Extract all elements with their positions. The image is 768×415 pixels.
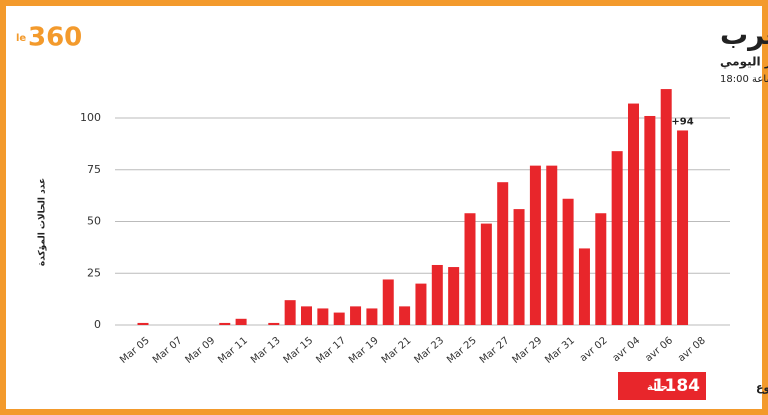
y-tick-label: 50 (87, 215, 101, 228)
bar (268, 322, 280, 325)
y-tick-label: 100 (80, 111, 101, 124)
bar (235, 318, 247, 325)
bar (562, 198, 574, 325)
bar (464, 213, 476, 325)
logo: 360 (28, 23, 82, 53)
bar (529, 165, 541, 325)
bar (317, 308, 329, 325)
bar (513, 209, 525, 325)
bar (219, 322, 231, 325)
bar (546, 165, 558, 325)
value-label: +94 (671, 116, 693, 127)
bar (399, 306, 411, 325)
y-axis-label: عدد الحالات المؤكدة (38, 178, 48, 266)
chart-title: المغرب (720, 18, 768, 51)
bar (366, 308, 378, 325)
bar (350, 306, 362, 325)
bar (137, 322, 149, 325)
bar (628, 103, 639, 325)
y-tick-label: 75 (87, 163, 101, 176)
chart-note: إلى حدود 7 أبريل - على الساعة 18:00 (720, 72, 768, 85)
bar (480, 223, 492, 325)
bar (660, 89, 672, 325)
bar (595, 213, 607, 325)
bar (448, 267, 460, 325)
bar (382, 279, 394, 325)
y-tick-label: 0 (94, 318, 101, 331)
logo-prefix: le (16, 33, 26, 44)
bar (497, 182, 509, 325)
bar (415, 283, 427, 325)
bar (677, 130, 689, 325)
bar (578, 248, 590, 325)
y-tick-label: 25 (87, 266, 101, 279)
bar (284, 300, 296, 325)
bar (611, 151, 623, 325)
total-box (618, 372, 706, 400)
total-unit: حالة (647, 382, 668, 393)
chart-subtitle: التطور اليومي (720, 55, 768, 70)
total-value: 1184 (653, 376, 700, 396)
total-label: المجموع (756, 381, 768, 394)
bar (301, 306, 312, 325)
bar (431, 264, 443, 325)
bar (333, 312, 345, 325)
bar (644, 115, 656, 326)
